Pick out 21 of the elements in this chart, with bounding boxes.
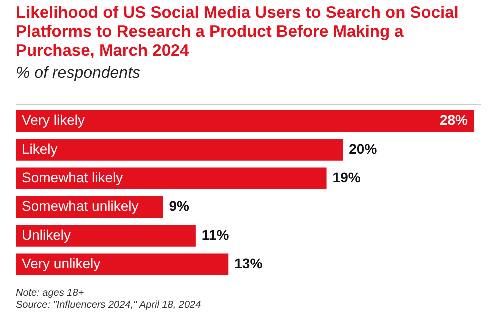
bar bbox=[16, 225, 196, 247]
y-tick-label: Somewhat likely bbox=[22, 170, 124, 186]
y-tick-label: Very unlikely bbox=[22, 256, 101, 272]
data-label: 20% bbox=[349, 140, 378, 157]
bar bbox=[16, 168, 327, 190]
text: Note: ages 18+ bbox=[16, 288, 84, 299]
bar bbox=[16, 110, 474, 132]
data-label: 28% bbox=[440, 112, 469, 128]
data-label: 9% bbox=[169, 198, 190, 214]
bar bbox=[16, 254, 229, 276]
data-label: 11% bbox=[202, 226, 230, 243]
y-tick-label: Unlikely bbox=[22, 226, 72, 243]
chart-title: Likelihood of US Social Media Users to Search on Social Platforms to Research a Product Before Making a Purchase, March 2024 bbox=[16, 4, 460, 61]
bar bbox=[16, 139, 344, 161]
source-note: Source: "Influencers 2024," April 18, 2024 bbox=[16, 300, 202, 311]
data-label: 19% bbox=[332, 170, 362, 186]
data-label: 13% bbox=[234, 256, 264, 272]
chart-subtitle: % of respondents bbox=[16, 65, 141, 83]
y-tick-label: Likely bbox=[22, 140, 58, 157]
y-tick-label: Somewhat unlikely bbox=[22, 198, 139, 214]
y-tick-label: Very likely bbox=[22, 112, 86, 128]
